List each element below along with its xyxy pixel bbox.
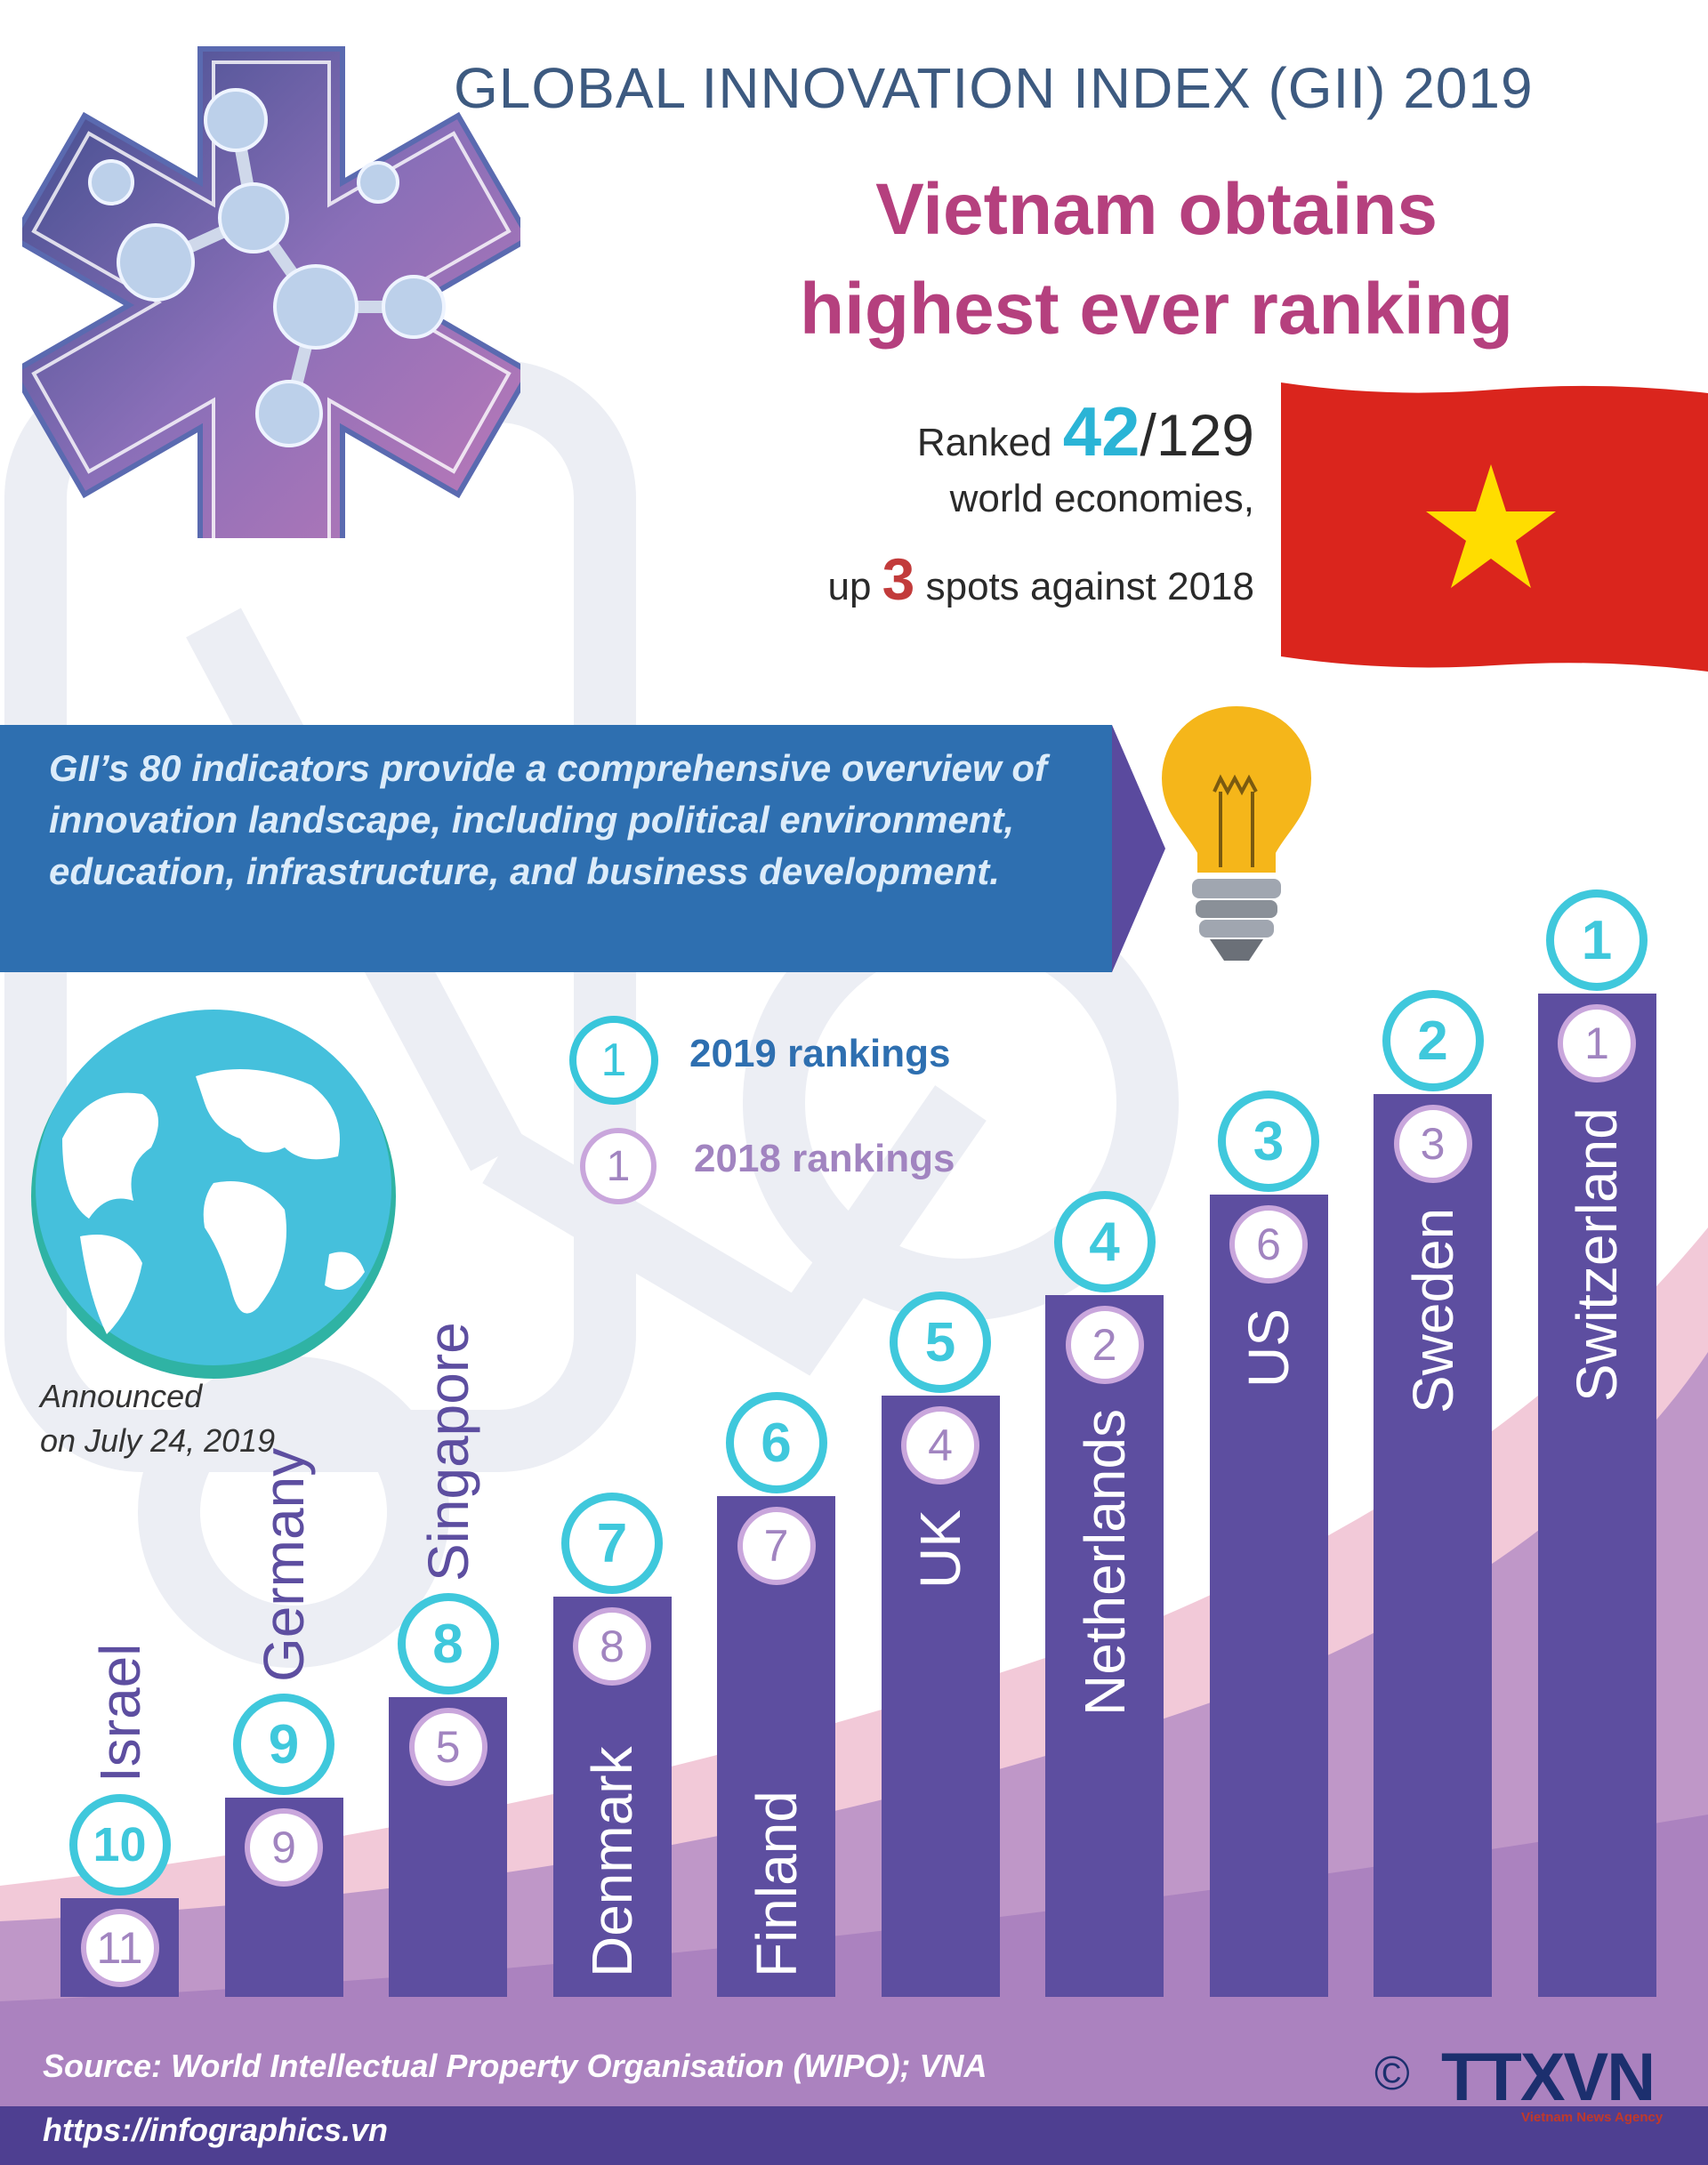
bar-netherlands bbox=[1045, 1295, 1164, 1997]
rank-number: 42 bbox=[1062, 392, 1140, 471]
announced-date: on July 24, 2019 bbox=[40, 1422, 276, 1459]
country-label-finland: Finland bbox=[744, 1791, 809, 1977]
bar-us bbox=[1209, 1195, 1328, 1997]
legend-2018-circle: 1 bbox=[580, 1128, 657, 1204]
info-banner bbox=[0, 725, 1112, 972]
globe-icon bbox=[31, 1010, 396, 1379]
footer-url: https://infographics.vn bbox=[43, 2112, 389, 2148]
rank-2018-us: 6 bbox=[1229, 1205, 1308, 1284]
rank-2018-singapore: 5 bbox=[408, 1708, 487, 1786]
legend-2018-label: 2018 rankings bbox=[694, 1137, 955, 1180]
spots-up-number: 3 bbox=[882, 546, 915, 612]
bar-sweden bbox=[1374, 1094, 1492, 1997]
country-label-us: US bbox=[1237, 1308, 1301, 1388]
ranked-word: Ranked bbox=[916, 421, 1052, 464]
logo-text: TTXVN bbox=[1441, 2040, 1656, 2115]
spots-up-line: up 3 spots against 2018 bbox=[703, 550, 1254, 612]
molecule-emblem bbox=[22, 46, 520, 538]
vietnam-flag-icon bbox=[1281, 382, 1708, 672]
rank-line: Ranked 42/129 bbox=[703, 397, 1254, 474]
legend-2019-label: 2019 rankings bbox=[689, 1032, 951, 1075]
announced-note: Announced on July 24, 2019 bbox=[40, 1374, 307, 1463]
country-label-denmark: Denmark bbox=[580, 1746, 644, 1977]
vietnam-ranking: Ranked 42/129 world economies, up 3 spot… bbox=[703, 397, 1254, 612]
country-label-singapore: Singapore bbox=[415, 1322, 480, 1581]
ttxvn-logo: TTXVN Vietnam News Agency bbox=[1441, 2040, 1672, 2126]
world-economies-text: world economies, bbox=[949, 477, 1254, 520]
country-label-israel: Israel bbox=[87, 1643, 152, 1783]
rank-2019-israel: 10 bbox=[68, 1794, 171, 1895]
country-label-uk: UK bbox=[908, 1509, 972, 1589]
rank-2019-denmark: 7 bbox=[561, 1493, 663, 1594]
rank-2018-finland: 7 bbox=[737, 1507, 816, 1585]
light-bulb-icon bbox=[1149, 691, 1324, 961]
rank-2019-sweden: 2 bbox=[1382, 990, 1484, 1091]
country-label-sweden: Sweden bbox=[1400, 1207, 1465, 1413]
rank-2019-finland: 6 bbox=[725, 1392, 827, 1493]
info-banner-text: GII’s 80 indicators provide a comprehens… bbox=[49, 747, 1047, 892]
rank-2019-singapore: 8 bbox=[397, 1593, 499, 1694]
rank-2019-switzerland: 1 bbox=[1546, 889, 1648, 991]
announced-line-1: Announced bbox=[40, 1378, 203, 1414]
rank-2019-us: 3 bbox=[1218, 1091, 1319, 1192]
rank-total: /129 bbox=[1140, 402, 1254, 468]
rank-2018-netherlands: 2 bbox=[1065, 1306, 1144, 1384]
rank-2018-denmark: 8 bbox=[573, 1607, 651, 1686]
spots-text: spots against 2018 bbox=[925, 565, 1254, 608]
rank-2018-uk: 4 bbox=[901, 1406, 979, 1485]
country-label-switzerland: Switzerland bbox=[1565, 1107, 1629, 1402]
headline: Vietnam obtains highest ever ranking bbox=[658, 160, 1655, 359]
rank-2019-uk: 5 bbox=[890, 1292, 991, 1393]
country-label-germany: Germany bbox=[252, 1447, 316, 1682]
rank-2018-israel: 11 bbox=[80, 1909, 159, 1987]
rank-2018-sweden: 3 bbox=[1393, 1105, 1472, 1183]
up-word: up bbox=[827, 565, 872, 608]
country-label-netherlands: Netherlands bbox=[1072, 1408, 1137, 1716]
rank-2019-netherlands: 4 bbox=[1053, 1191, 1156, 1292]
legend-2019-circle: 1 bbox=[569, 1016, 658, 1105]
rank-2018-germany: 9 bbox=[245, 1808, 323, 1887]
bar-switzerland bbox=[1537, 994, 1656, 1997]
source-note: Source: World Intellectual Property Orga… bbox=[43, 2048, 987, 2084]
logo-subtitle: Vietnam News Agency bbox=[1521, 2110, 1664, 2125]
rank-2018-switzerland: 1 bbox=[1558, 1004, 1636, 1082]
copyright-symbol: © bbox=[1374, 2047, 1410, 2100]
headline-line-1: Vietnam obtains bbox=[875, 169, 1438, 250]
rank-2019-germany: 9 bbox=[233, 1694, 334, 1795]
footer-bar bbox=[0, 2106, 1708, 2165]
bar-uk bbox=[881, 1396, 1000, 1997]
headline-line-2: highest ever ranking bbox=[799, 269, 1514, 350]
gii-title: GLOBAL INNOVATION INDEX (GII) 2019 bbox=[454, 56, 1534, 120]
